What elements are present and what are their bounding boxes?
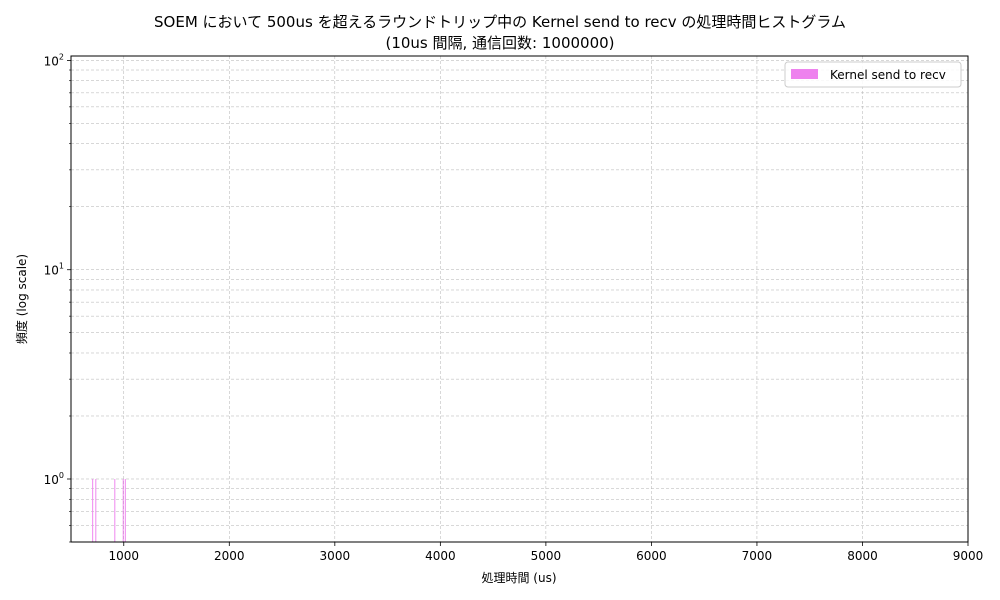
ticks-layer: 1000 2000 3000 4000 5000 6000 7000 8000 9000 100 1… <box>44 52 984 563</box>
y-tick-label: 102 <box>44 52 64 68</box>
x-axis-label: 処理時間 (us) <box>481 571 556 585</box>
histogram-bar <box>114 478 116 542</box>
histogram-bar <box>92 478 94 542</box>
x-tick-label: 9000 <box>953 549 984 563</box>
chart-subtitle: (10us 間隔, 通信回数: 1000000) <box>385 34 615 52</box>
chart-title: SOEM において 500us を超えるラウンドトリップ中の Kernel se… <box>154 13 846 31</box>
histogram-bar <box>122 478 124 542</box>
plot-frame <box>70 55 969 543</box>
y-tick-label: 101 <box>44 262 64 278</box>
legend-box <box>784 61 962 88</box>
legend: Kernel send to recv <box>784 61 962 88</box>
grid-layer <box>71 56 969 543</box>
y-tick-label: 100 <box>44 471 64 487</box>
histogram-bar <box>124 478 126 542</box>
x-tick-label: 4000 <box>425 549 456 563</box>
x-tick-label: 3000 <box>320 549 351 563</box>
legend-label: Kernel send to recv <box>830 68 946 82</box>
x-tick-label: 7000 <box>742 549 773 563</box>
x-tick-label: 2000 <box>214 549 245 563</box>
y-axis-label: 頻度 (log scale) <box>14 254 29 344</box>
x-tick-label: 8000 <box>847 549 878 563</box>
histogram-bar <box>95 478 97 542</box>
bars-layer <box>92 478 126 542</box>
x-tick-label: 1000 <box>108 549 139 563</box>
legend-swatch <box>791 69 818 79</box>
x-tick-label: 5000 <box>531 549 562 563</box>
x-tick-label: 6000 <box>636 549 667 563</box>
